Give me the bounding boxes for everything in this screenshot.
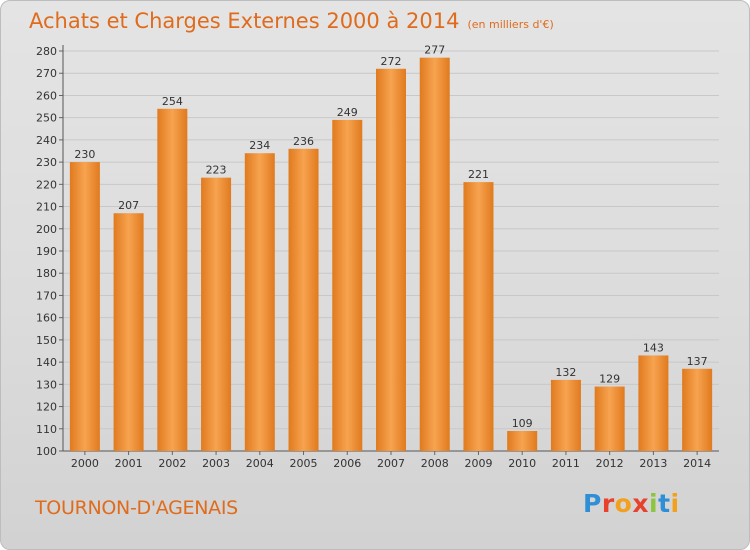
y-tick-label: 150 [36, 334, 57, 347]
y-tick-label: 240 [36, 134, 57, 147]
data-label-2013: 143 [643, 341, 664, 354]
y-tick-label: 180 [36, 267, 57, 280]
y-tick-label: 260 [36, 89, 57, 102]
x-tick-label: 2002 [158, 457, 186, 470]
y-tick-label: 210 [36, 201, 57, 214]
bar-2002 [157, 108, 188, 452]
data-label-2002: 254 [162, 95, 183, 108]
chart-title-text: Achats et Charges Externes 2000 à 2014 [29, 9, 460, 33]
data-label-2014: 137 [687, 355, 708, 368]
data-label-2012: 129 [599, 373, 620, 386]
data-label-2003: 223 [206, 164, 227, 177]
x-tick-label: 2009 [464, 457, 492, 470]
bar-2004 [244, 153, 275, 451]
x-tick-label: 2011 [552, 457, 580, 470]
bars [69, 57, 713, 452]
logo-letter: r [601, 489, 615, 518]
bar-2005 [288, 148, 319, 451]
x-tick-label: 2012 [596, 457, 624, 470]
data-label-2000: 230 [74, 148, 95, 161]
logo-letter: t [658, 489, 671, 518]
data-label-2006: 249 [337, 106, 358, 119]
data-label-2007: 272 [381, 55, 402, 68]
data-label-2011: 132 [555, 366, 576, 379]
x-tick-label: 2003 [202, 457, 230, 470]
bar-2000 [69, 162, 100, 451]
proxiti-logo[interactable]: Proxiti [583, 489, 680, 518]
y-tick-label: 170 [36, 289, 57, 302]
logo-letter: i [670, 489, 680, 518]
y-tick-label: 230 [36, 156, 57, 169]
bar-2014 [682, 368, 713, 451]
x-tick-label: 2008 [421, 457, 449, 470]
y-tick-label: 200 [36, 223, 57, 236]
bar-2003 [201, 177, 232, 451]
y-tick-label: 160 [36, 312, 57, 325]
y-tick-label: 100 [36, 445, 57, 458]
bar-chart: 100 110 120 130 140 150 160 170 180 190 200 210 220 2… [36, 44, 719, 470]
data-label-2001: 207 [118, 199, 139, 212]
bar-2012 [594, 386, 625, 451]
data-label-2008: 277 [424, 44, 445, 57]
axes: 100 110 120 130 140 150 160 170 180 190 200 210 220 2… [36, 45, 719, 470]
y-tick-label: 250 [36, 112, 57, 125]
bar-2009 [463, 182, 494, 451]
x-tick-label: 2004 [246, 457, 274, 470]
data-labels: 230 207 254 223 234 236 249 272 277 221 109 132 129 1… [74, 44, 707, 430]
y-tick-label: 110 [36, 423, 57, 436]
y-tick-label: 190 [36, 245, 57, 258]
logo-letter: i [649, 489, 659, 518]
chart-subtitle: (en milliers d'€) [467, 18, 554, 31]
y-tick-label: 120 [36, 401, 57, 414]
x-tick-label: 2014 [683, 457, 711, 470]
bar-2011 [550, 379, 581, 451]
bar-2006 [332, 119, 363, 451]
x-tick-label: 2006 [333, 457, 361, 470]
y-tick-label: 140 [36, 356, 57, 369]
y-tick-label: 270 [36, 67, 57, 80]
x-tick-label: 2000 [71, 457, 99, 470]
x-tick-label: 2013 [639, 457, 667, 470]
y-tick-label: 130 [36, 378, 57, 391]
logo-letter: x [632, 489, 649, 518]
x-tick-label: 2005 [290, 457, 318, 470]
y-tick-label: 280 [36, 45, 57, 58]
x-tick-label: 2007 [377, 457, 405, 470]
logo-letter: P [583, 489, 602, 518]
y-tick-label: 220 [36, 178, 57, 191]
bar-2013 [638, 355, 669, 451]
data-label-2005: 236 [293, 135, 314, 148]
logo-letter: o [614, 489, 633, 518]
data-label-2010: 109 [512, 417, 533, 430]
bar-2010 [507, 431, 538, 451]
x-tick-label: 2001 [115, 457, 143, 470]
commune-name: TOURNON-D'AGENAIS [35, 497, 238, 519]
data-label-2004: 234 [249, 139, 270, 152]
bar-2008 [419, 57, 450, 452]
data-label-2009: 221 [468, 168, 489, 181]
bar-2007 [376, 68, 406, 452]
bar-2001 [113, 213, 144, 451]
x-tick-label: 2010 [508, 457, 536, 470]
chart-title: Achats et Charges Externes 2000 à 2014 (e… [29, 9, 554, 33]
